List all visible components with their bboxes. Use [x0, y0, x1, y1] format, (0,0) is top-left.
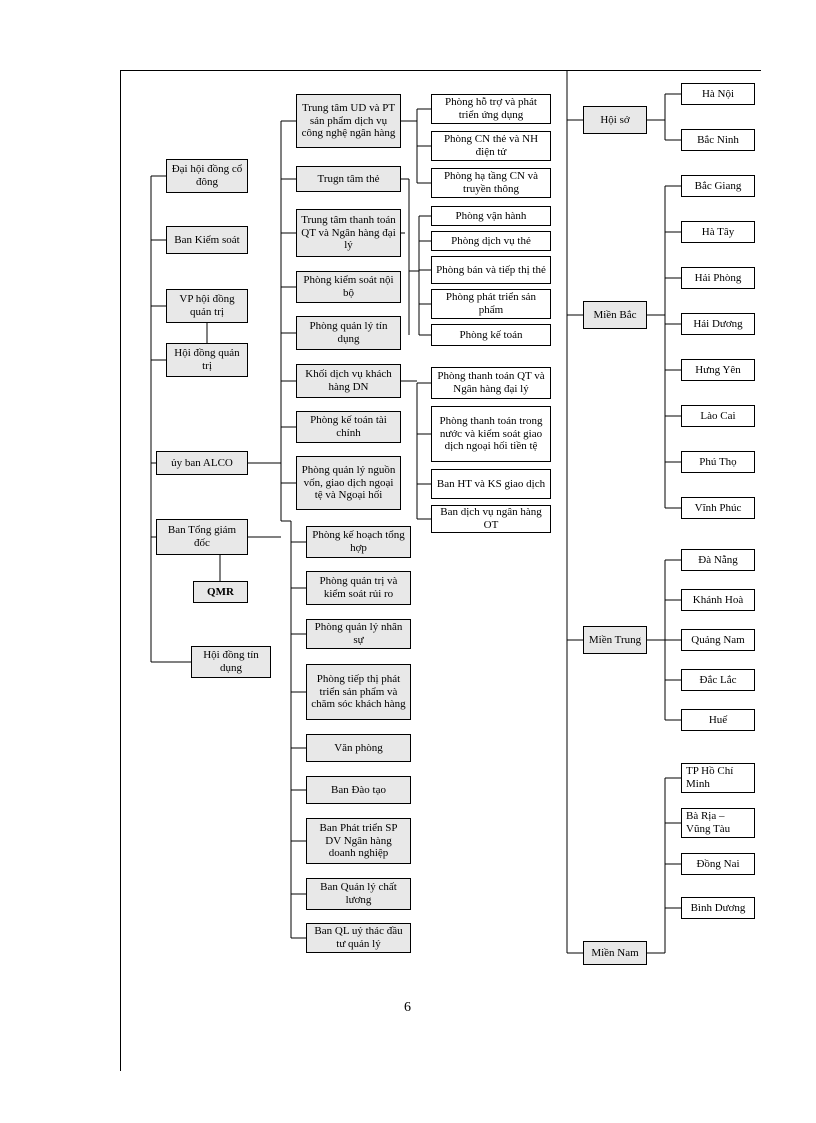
node-phong-ke-hoach: Phòng kế hoạch tổng hợp	[306, 526, 411, 558]
node-phong-cn-the-nh: Phòng CN thẻ và NH điện tử	[431, 131, 551, 161]
node-hue: Huế	[681, 709, 755, 731]
node-bac-giang: Bắc Giang	[681, 175, 755, 197]
node-phong-ql-nguon-von: Phòng quản lý nguồn vốn, giao dịch ngoại…	[296, 456, 401, 510]
node-hung-yen: Hưng Yên	[681, 359, 755, 381]
node-vinh-phuc: Vĩnh Phúc	[681, 497, 755, 519]
node-tp-hcm: TP Hồ Chí Minh	[681, 763, 755, 793]
node-trugn-tam-the: Trugn tâm thẻ	[296, 166, 401, 192]
node-phong-ks-noi-bo: Phòng kiểm soát nội bộ	[296, 271, 401, 303]
node-phong-ban-tiep-thi-the: Phòng bán và tiếp thị thẻ	[431, 256, 551, 284]
node-phong-ql-tin-dung: Phòng quản lý tín dụng	[296, 316, 401, 350]
node-phong-van-hanh: Phòng vận hành	[431, 206, 551, 226]
node-ban-dv-nh-ot: Ban dịch vụ ngân hàng OT	[431, 505, 551, 533]
node-phong-tt-qt-nh-dl: Phòng thanh toán QT và Ngân hàng đại lý	[431, 367, 551, 399]
node-hai-duong: Hải Dương	[681, 313, 755, 335]
node-phong-pt-san-pham: Phòng phát triển sản phẩm	[431, 289, 551, 319]
node-lao-cai: Lào Cai	[681, 405, 755, 427]
node-uy-ban-alco: ủy ban ALCO	[156, 451, 248, 475]
node-dong-nai: Đồng Nai	[681, 853, 755, 875]
node-khoi-dv-kh-dn: Khối dịch vụ khách hàng DN	[296, 364, 401, 398]
node-hoi-dong-quan-tri: Hội đồng quản trị	[166, 343, 248, 377]
node-ha-tay: Hà Tây	[681, 221, 755, 243]
node-ban-tong-giam-doc: Ban Tổng giám đốc	[156, 519, 248, 555]
node-phong-ke-toan: Phòng kế toán	[431, 324, 551, 346]
node-khanh-hoa: Khánh Hoà	[681, 589, 755, 611]
node-da-nang: Đà Nẵng	[681, 549, 755, 571]
node-binh-duong: Bình Dương	[681, 897, 755, 919]
node-phong-tiep-thi: Phòng tiếp thị phát triển sản phẩm và ch…	[306, 664, 411, 720]
node-phong-tt-trong-nuoc: Phòng thanh toán trong nước và kiểm soát…	[431, 406, 551, 462]
node-vp-hoi-dong: VP hội đồng quản trị	[166, 289, 248, 323]
node-van-phong: Văn phòng	[306, 734, 411, 762]
node-hoi-so: Hội sở	[583, 106, 647, 134]
node-phong-ql-nhan-su: Phòng quản lý nhân sự	[306, 619, 411, 649]
node-mien-nam: Miền Nam	[583, 941, 647, 965]
node-quang-nam: Quảng Nam	[681, 629, 755, 651]
node-phong-qt-ks-rr: Phòng quản trị và kiểm soát rủi ro	[306, 571, 411, 605]
node-ha-noi: Hà Nội	[681, 83, 755, 105]
node-qmr: QMR	[193, 581, 248, 603]
node-phong-ho-tro-ud: Phòng hỗ trợ và phát triển ứng dụng	[431, 94, 551, 124]
node-phong-dv-the: Phòng dịch vụ thẻ	[431, 231, 551, 251]
node-ban-ht-ks-giao-dich: Ban HT và KS giao dịch	[431, 469, 551, 499]
node-mien-trung: Miền Trung	[583, 626, 647, 654]
node-tt-thanh-toan-qt: Trung tâm thanh toán QT và Ngân hàng đại…	[296, 209, 401, 257]
node-ban-ql-uy-thac: Ban QL uỷ thác đầu tư quản lý	[306, 923, 411, 953]
node-ban-kiem-soat: Ban Kiểm soát	[166, 226, 248, 254]
org-chart-page: Đại hội đồng cổ đông Ban Kiểm soát VP hộ…	[120, 70, 761, 1071]
node-dac-lac: Đắc Lắc	[681, 669, 755, 691]
node-hai-phong: Hải Phòng	[681, 267, 755, 289]
node-hoi-dong-tin-dung: Hội đồng tín dụng	[191, 646, 271, 678]
node-phong-ha-tang-cn: Phòng hạ tầng CN và truyền thông	[431, 168, 551, 198]
node-ban-dao-tao: Ban Đào tạo	[306, 776, 411, 804]
page-number: 6	[404, 1000, 411, 1016]
node-tt-ud-pt: Trung tâm UD và PT sản phẩm dịch vụ công…	[296, 94, 401, 148]
node-phu-tho: Phú Thọ	[681, 451, 755, 473]
node-ban-pt-sp-dn: Ban Phát triển SP DV Ngân hàng doanh ngh…	[306, 818, 411, 864]
node-ban-ql-chat-luong: Ban Quản lý chất lương	[306, 878, 411, 910]
node-phong-ke-toan-tc: Phòng kế toán tài chính	[296, 411, 401, 443]
node-ba-ria-vt: Bà Rịa – Vũng Tàu	[681, 808, 755, 838]
node-bac-ninh: Bắc Ninh	[681, 129, 755, 151]
node-mien-bac: Miền Bắc	[583, 301, 647, 329]
node-dai-hoi-dong: Đại hội đồng cổ đông	[166, 159, 248, 193]
